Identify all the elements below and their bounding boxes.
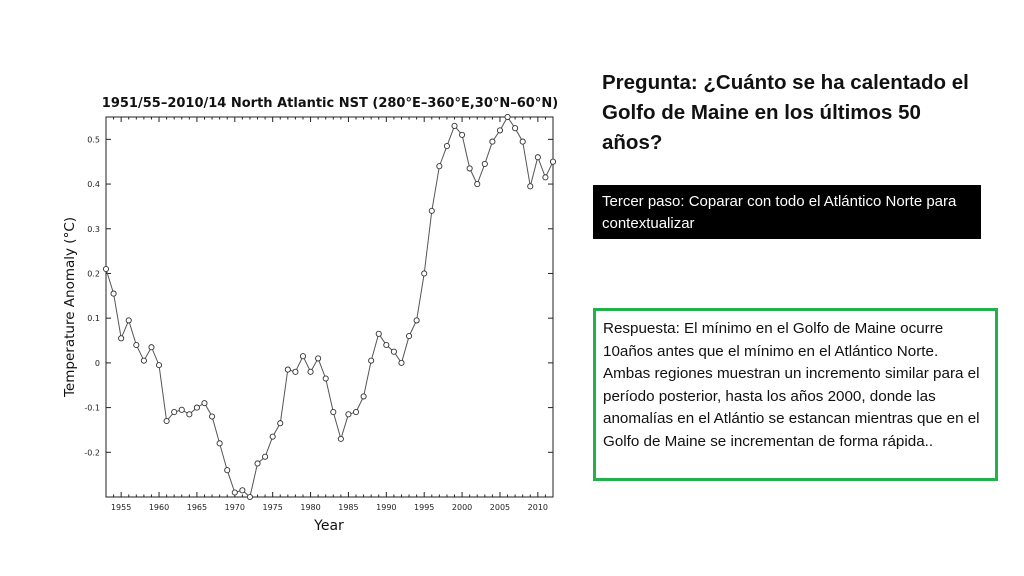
y-tick-label: 0.1 (87, 314, 100, 323)
data-point (125, 317, 132, 324)
series-line (105, 116, 554, 498)
data-point (360, 393, 367, 400)
x-tick-label: 2010 (528, 503, 548, 512)
data-point (216, 440, 223, 447)
y-tick-label: 0 (95, 359, 100, 368)
data-point (269, 433, 276, 440)
data-point (421, 270, 428, 277)
x-tick-label: 1970 (225, 503, 245, 512)
y-tick-label: 0.4 (87, 180, 100, 189)
data-point (330, 409, 337, 416)
x-tick-label: 1990 (376, 503, 396, 512)
data-point (512, 125, 519, 132)
data-point (496, 127, 504, 134)
data-point (527, 183, 534, 190)
y-tick-label: -0.1 (84, 404, 100, 413)
x-tick-label: 1965 (187, 503, 207, 512)
data-point (307, 368, 314, 375)
data-point (284, 366, 291, 373)
x-tick-label: 1975 (262, 503, 282, 512)
data-point (140, 357, 147, 364)
data-point (102, 265, 110, 273)
data-point (133, 341, 140, 349)
data-point (337, 435, 344, 442)
y-tick-label: 0.3 (87, 225, 100, 234)
chart-title: 1951/55–2010/14 North Atlantic NST (280°… (101, 96, 559, 111)
data-point (163, 417, 170, 425)
data-point (436, 163, 443, 170)
data-point (209, 413, 216, 420)
data-point (466, 165, 473, 172)
data-point (390, 348, 397, 355)
data-point (171, 409, 178, 416)
data-point (474, 181, 481, 188)
data-point (254, 460, 261, 467)
y-axis-label: Temperature Anomaly (°C) (62, 217, 78, 398)
data-point (246, 493, 253, 501)
data-point (224, 467, 231, 474)
data-point (443, 143, 450, 150)
data-point (292, 368, 299, 375)
x-axis-label: Year (313, 518, 344, 534)
y-tick-label: -0.2 (84, 448, 100, 457)
question-text: Pregunta: ¿Cuánto se ha calentado el Gol… (602, 71, 969, 154)
data-point (155, 362, 163, 369)
x-tick-label: 1960 (149, 503, 169, 512)
y-tick-label: 0.5 (87, 135, 100, 144)
data-point (201, 400, 208, 407)
data-point (542, 174, 549, 181)
plot-frame (105, 116, 554, 498)
data-point (315, 355, 322, 362)
data-point (383, 341, 390, 349)
data-point (193, 404, 200, 411)
step-box: Tercer paso: Coparar con todo el Atlánti… (593, 185, 981, 239)
data-point (148, 344, 155, 351)
x-tick-label: 1985 (338, 503, 358, 512)
data-point (549, 158, 557, 165)
data-point (406, 333, 413, 340)
data-point (231, 489, 238, 496)
data-point (186, 411, 193, 418)
data-point (262, 453, 269, 460)
data-point (398, 359, 405, 366)
data-point (322, 375, 329, 382)
data-point (299, 353, 307, 360)
data-point (413, 317, 420, 324)
data-point (178, 406, 185, 413)
data-point (239, 487, 246, 494)
data-point (118, 335, 125, 342)
x-tick-label: 2005 (490, 503, 510, 512)
x-tick-label: 2000 (452, 503, 472, 512)
answer-box: Respuesta: El mínimo en el Golfo de Main… (593, 308, 998, 481)
data-point (504, 113, 511, 121)
data-point (534, 154, 541, 161)
x-tick-label: 1995 (414, 503, 434, 512)
data-point (481, 160, 488, 167)
x-tick-label: 1955 (111, 503, 131, 512)
data-point (110, 290, 117, 297)
data-point (345, 411, 352, 418)
data-point (459, 131, 466, 138)
x-tick-label: 1980 (300, 503, 320, 512)
data-point (368, 357, 375, 364)
data-point (489, 138, 496, 145)
data-point (277, 420, 284, 427)
data-point (428, 207, 435, 214)
data-point (519, 138, 526, 145)
data-point (352, 409, 360, 416)
data-point (451, 122, 458, 129)
y-tick-label: 0.2 (87, 269, 100, 278)
data-point (375, 330, 382, 337)
